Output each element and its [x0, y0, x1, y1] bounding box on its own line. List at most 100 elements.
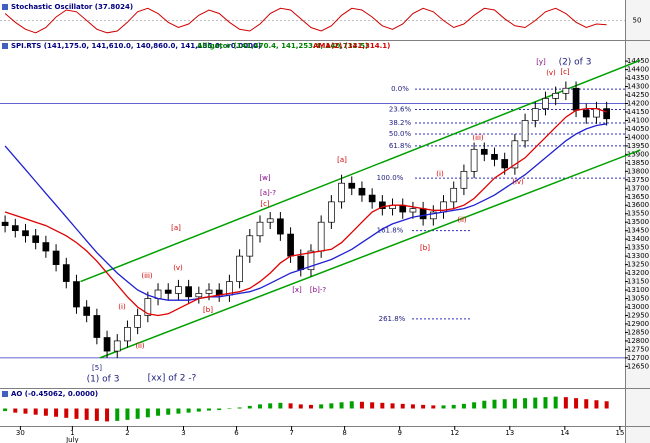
wave-label: [b] — [203, 306, 213, 314]
y-tick-label: 13050 — [627, 295, 649, 303]
ao-bar — [278, 402, 283, 409]
panel-icon — [2, 391, 8, 397]
candle-body — [185, 286, 192, 298]
candle-body — [205, 289, 213, 294]
y-tick-label: 13750 — [627, 176, 649, 184]
candle-body — [358, 187, 366, 196]
candle-body — [83, 306, 91, 316]
ao-bar — [482, 400, 487, 409]
ao-bar — [33, 408, 38, 415]
x-tick-label: 1 — [70, 429, 74, 437]
month-label: July — [65, 436, 79, 443]
ao-bar — [186, 408, 191, 413]
ao-bar — [257, 404, 262, 409]
y-tick-label: 12700 — [627, 354, 649, 362]
wave-label: [a]-? — [260, 189, 276, 197]
ao-bar — [156, 408, 161, 416]
candle-body — [22, 230, 29, 237]
candle-body — [480, 148, 488, 155]
y-tick-label: 13450 — [627, 227, 649, 235]
ao-bar — [176, 408, 181, 414]
candle-body — [521, 120, 529, 142]
candle-body — [195, 293, 203, 298]
ao-bar — [207, 408, 212, 411]
panel-title: SPI.RTS (141,175.0, 141,610.0, 140,860.0… — [11, 42, 261, 50]
x-tick-label: 8 — [342, 429, 346, 437]
ao-bar — [370, 402, 375, 409]
wave-label: (i) — [118, 303, 126, 311]
y-tick-label: 14200 — [627, 100, 649, 108]
candle-body — [368, 194, 376, 203]
y-tick-label: 13900 — [627, 150, 649, 158]
ao-bar — [237, 407, 242, 409]
panel-subtitle: Alligator (141,470.4, 141,253.4, 140,733… — [197, 42, 368, 50]
candle-body — [175, 286, 182, 294]
y-tick-label: 13600 — [627, 201, 649, 209]
candle-body — [11, 225, 19, 232]
y-tick-label: 14100 — [627, 116, 649, 124]
ao-bar — [319, 404, 324, 409]
ao-bar — [105, 408, 110, 422]
wave-label: [b]-? — [310, 286, 326, 294]
ao-bar — [533, 397, 538, 409]
candle-body — [124, 326, 131, 342]
candle-body — [429, 211, 437, 220]
y-tick-label: 14150 — [627, 108, 649, 116]
ao-bar — [13, 408, 18, 413]
y-tick-label: 12650 — [627, 362, 649, 370]
ao-bar — [421, 404, 426, 409]
y-tick-label: 13150 — [627, 278, 649, 286]
wave-label: (i) — [436, 170, 444, 178]
candle-body — [450, 187, 458, 203]
ao-bar — [431, 405, 436, 409]
ao-bar — [288, 403, 293, 409]
y-tick-label: 12750 — [627, 345, 649, 353]
candle-body — [103, 337, 111, 352]
ao-bar — [543, 397, 548, 409]
ao-bar — [349, 401, 354, 409]
y-tick-label: 13200 — [627, 269, 649, 277]
ao-bar — [43, 408, 48, 416]
x-tick-label: 7 — [289, 429, 293, 437]
fib-label: 0.0% — [391, 85, 409, 93]
y-tick-label: 12900 — [627, 320, 649, 328]
x-tick-label: 6 — [234, 429, 239, 437]
y-tick-label: 14050 — [627, 125, 649, 133]
fib-label: 261.8% — [379, 315, 406, 323]
ao-bar — [400, 403, 405, 409]
x-tick-label: 30 — [16, 429, 25, 437]
ao-bar — [523, 398, 528, 409]
candle-body — [42, 242, 50, 252]
y-tick-label: 12850 — [627, 328, 649, 336]
channel-line — [80, 59, 641, 283]
fib-label: 100.0% — [377, 174, 404, 182]
candle-body — [572, 87, 580, 111]
candle-body — [297, 255, 305, 271]
y-tick-label: 14400 — [627, 66, 649, 74]
ao-bar — [604, 401, 609, 409]
ao-bar — [84, 408, 89, 420]
ao-bar — [584, 399, 589, 409]
y-tick-label: 13800 — [627, 167, 649, 175]
y-tick-label: 13700 — [627, 184, 649, 192]
ao-bar — [359, 401, 364, 409]
y-tick-label: 13500 — [627, 218, 649, 226]
ao-bar — [94, 408, 99, 421]
fib-label: 38.2% — [389, 119, 412, 127]
ao-bar — [145, 408, 150, 418]
ao-bar — [502, 399, 507, 409]
candle-body — [378, 201, 386, 209]
wave-label: [y] — [536, 58, 546, 66]
candle-body — [328, 201, 335, 223]
x-tick-label: 15 — [615, 429, 624, 437]
candle-body — [511, 140, 519, 169]
panel-title: AO (-0.45062, 0.0000) — [11, 390, 98, 398]
candle-body — [552, 92, 560, 99]
wave-label: (iii) — [472, 134, 484, 142]
stochastic-line — [4, 7, 607, 34]
candle-body — [73, 281, 80, 308]
candle-body — [287, 233, 294, 257]
candle-body — [246, 235, 254, 257]
wave-label: (2) of 3 — [559, 58, 592, 68]
